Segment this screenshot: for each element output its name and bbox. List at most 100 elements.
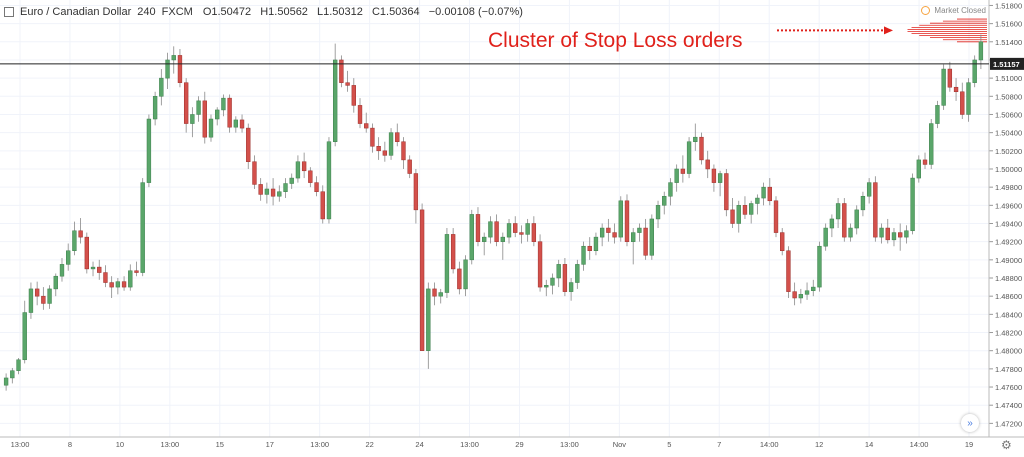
candle-body bbox=[426, 288, 431, 351]
x-tick-label: 24 bbox=[415, 440, 423, 449]
candle-body bbox=[202, 100, 207, 138]
candle-body bbox=[879, 227, 884, 238]
gear-icon[interactable]: ⚙ bbox=[1001, 438, 1012, 452]
x-tick-label: 17 bbox=[266, 440, 274, 449]
candle-body bbox=[84, 236, 89, 270]
candle-body bbox=[866, 182, 872, 197]
candle-body bbox=[699, 136, 704, 161]
candle-body bbox=[34, 288, 40, 297]
symbol-icon[interactable] bbox=[4, 7, 14, 17]
candle-body bbox=[550, 277, 555, 286]
candle-body bbox=[258, 184, 263, 195]
y-tick-label: 1.51600 bbox=[995, 20, 1022, 29]
candle-body bbox=[668, 182, 673, 197]
candle-body bbox=[898, 232, 903, 238]
candle-body bbox=[587, 245, 592, 252]
symbol-name[interactable]: Euro / Canadian Dollar bbox=[20, 6, 132, 18]
candle-body bbox=[450, 234, 456, 270]
y-tick-label: 1.51400 bbox=[995, 38, 1022, 47]
candle-body bbox=[531, 223, 537, 242]
candle-body bbox=[382, 150, 388, 156]
candle-body bbox=[854, 209, 859, 229]
candle-body bbox=[662, 195, 667, 206]
candle-body bbox=[873, 182, 878, 238]
candle-body bbox=[171, 55, 176, 61]
candle-body bbox=[115, 281, 121, 288]
x-tick-label: 29 bbox=[515, 440, 523, 449]
candle-body bbox=[680, 168, 686, 174]
candle-body bbox=[413, 173, 419, 211]
candle-body bbox=[289, 177, 294, 184]
last-price-label: 1.51157 bbox=[993, 60, 1020, 69]
scroll-right-icon[interactable]: » bbox=[961, 414, 979, 432]
y-tick-label: 1.51000 bbox=[995, 74, 1022, 83]
candle-body bbox=[686, 141, 692, 174]
candle-body bbox=[835, 203, 841, 220]
interval[interactable]: 240 bbox=[137, 6, 156, 18]
candle-body bbox=[910, 177, 915, 232]
candle-body bbox=[246, 127, 251, 162]
candle-body bbox=[494, 221, 499, 242]
low-value: L1.50312 bbox=[317, 6, 363, 18]
candle-body bbox=[152, 96, 158, 120]
candle-body bbox=[848, 227, 853, 238]
candle-body bbox=[780, 232, 785, 252]
candle-body bbox=[792, 291, 797, 299]
candle-body bbox=[953, 86, 959, 93]
candle-body bbox=[233, 119, 239, 128]
candle-body bbox=[860, 195, 866, 211]
candle-body bbox=[401, 141, 406, 161]
candle-body bbox=[972, 59, 977, 83]
y-tick-label: 1.49200 bbox=[995, 238, 1022, 247]
market-status: Market Closed bbox=[921, 6, 986, 15]
candle-body bbox=[637, 227, 642, 233]
y-tick-label: 1.51800 bbox=[995, 1, 1022, 10]
last-price-badge bbox=[990, 57, 1024, 70]
candle-body bbox=[407, 159, 412, 174]
candle-body bbox=[519, 232, 524, 235]
candle-body bbox=[643, 227, 648, 256]
x-tick-label: 15 bbox=[216, 440, 224, 449]
y-tick-label: 1.47200 bbox=[995, 419, 1022, 428]
candle-body bbox=[978, 41, 984, 61]
candle-body bbox=[612, 232, 617, 238]
candle-body bbox=[419, 209, 425, 351]
candle-body bbox=[444, 234, 450, 293]
candle-body bbox=[59, 264, 65, 277]
x-tick-label: 8 bbox=[68, 440, 72, 449]
candle-body bbox=[525, 223, 530, 235]
candle-body bbox=[469, 214, 474, 261]
y-tick-label: 1.48200 bbox=[995, 329, 1022, 338]
candle-body bbox=[10, 370, 15, 379]
annotation-label: Cluster of Stop Loss orders bbox=[488, 29, 743, 52]
x-tick-label: 12 bbox=[815, 440, 823, 449]
candle-body bbox=[556, 264, 561, 279]
candle-body bbox=[277, 191, 282, 197]
y-tick-label: 1.50400 bbox=[995, 129, 1022, 138]
chart-header: Euro / Canadian Dollar 240 FXCM O1.50472… bbox=[4, 3, 529, 21]
candle-body bbox=[41, 295, 46, 304]
candle-body bbox=[351, 85, 356, 106]
x-tick-label: 13:00 bbox=[560, 440, 579, 449]
candle-body bbox=[326, 141, 332, 220]
candle-body bbox=[922, 159, 928, 165]
candle-body bbox=[941, 68, 946, 106]
close-value: C1.50364 bbox=[371, 6, 420, 18]
candle-body bbox=[270, 188, 276, 197]
y-tick-label: 1.49000 bbox=[995, 256, 1022, 265]
candle-body bbox=[264, 188, 270, 195]
candle-body bbox=[190, 114, 195, 124]
candle-body bbox=[159, 77, 164, 97]
clock-icon bbox=[921, 6, 931, 15]
candle-body bbox=[575, 264, 580, 283]
x-tick-label: 22 bbox=[365, 440, 373, 449]
y-tick-label: 1.49800 bbox=[995, 183, 1022, 192]
candle-body bbox=[748, 203, 754, 215]
x-tick-label: 7 bbox=[717, 440, 721, 449]
candle-body bbox=[283, 183, 288, 192]
candle-body bbox=[183, 82, 189, 124]
candle-body bbox=[215, 109, 220, 120]
ohlc-values: O1.50472 H1.50562 L1.50312 C1.50364 −0.0… bbox=[203, 6, 529, 18]
